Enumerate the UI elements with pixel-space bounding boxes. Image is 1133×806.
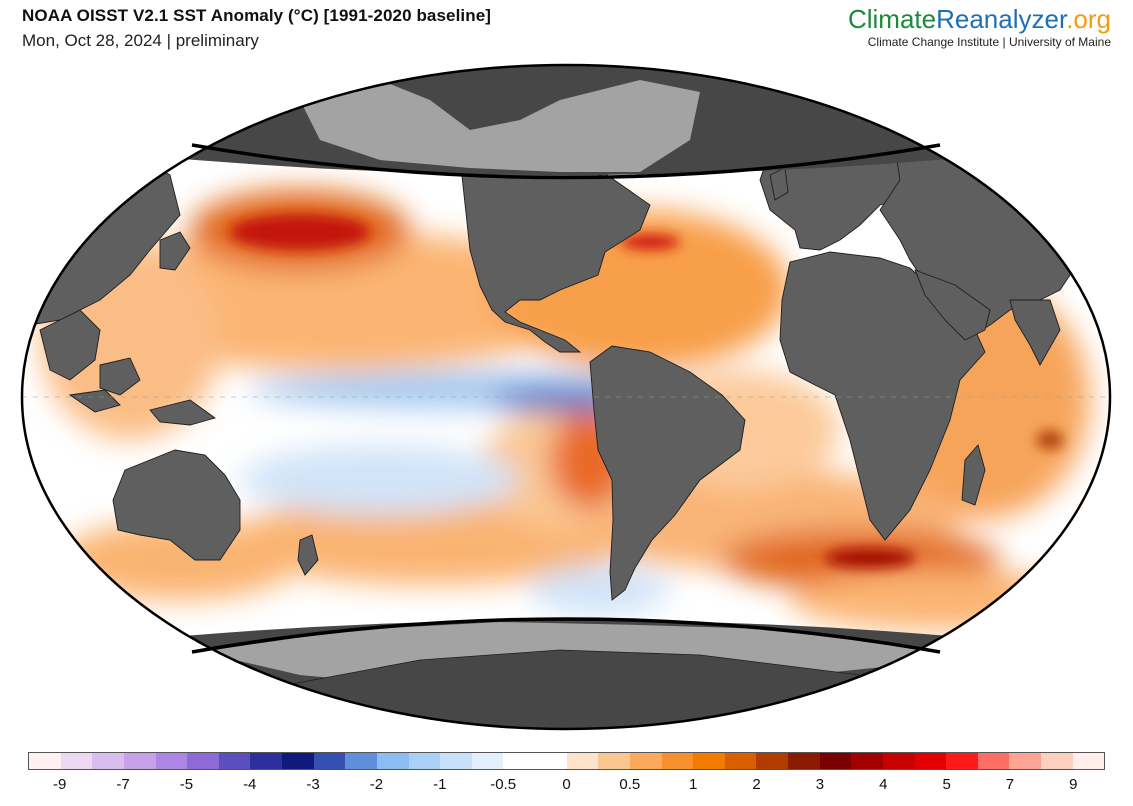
brand-part-climate: Climate bbox=[847, 4, 937, 34]
color-scale-segment bbox=[851, 753, 883, 769]
brand-logo[interactable]: ClimateReanalyzer.org Climate Change Ins… bbox=[848, 4, 1111, 49]
sst-hotspots bbox=[230, 214, 1064, 568]
color-scale-segment bbox=[598, 753, 630, 769]
color-scale-tick-label: -0.5 bbox=[490, 776, 517, 793]
color-scale-segment bbox=[946, 753, 978, 769]
color-scale-segment bbox=[535, 753, 567, 769]
color-scale-bar bbox=[28, 752, 1105, 770]
color-scale-tick-label: 5 bbox=[942, 776, 951, 793]
color-scale-segment bbox=[629, 753, 662, 769]
color-scale-segment bbox=[882, 753, 915, 769]
color-scale-tick-label: 7 bbox=[1005, 776, 1015, 793]
color-scale-segment bbox=[408, 753, 441, 769]
south-america bbox=[589, 345, 746, 601]
color-scale-tick-label: 4 bbox=[879, 776, 888, 793]
color-scale-ticks: -9 -7 -5 -4 -3 -2 -1 -0.5 0 0.5 1 2 3 4 5 7 9 bbox=[28, 776, 1105, 796]
japan bbox=[159, 231, 191, 271]
arctic-sea-ice bbox=[300, 80, 700, 172]
color-scale-segment bbox=[123, 753, 156, 769]
color-scale-segment bbox=[566, 753, 599, 769]
color-scale-segment bbox=[1072, 753, 1105, 769]
color-scale-tick-label: -2 bbox=[369, 776, 384, 793]
color-scale-segment bbox=[1009, 753, 1041, 769]
color-scale-segment bbox=[914, 753, 947, 769]
color-scale-segment bbox=[218, 753, 251, 769]
indonesia-west bbox=[68, 389, 121, 413]
color-scale-segment bbox=[788, 753, 820, 769]
map-subtitle: Mon, Oct 28, 2024 | preliminary bbox=[22, 31, 259, 50]
color-scale-segment bbox=[155, 753, 188, 769]
color-scale-tick-label: 0 bbox=[562, 776, 571, 793]
color-scale-segment bbox=[819, 753, 852, 769]
color-scale-segment bbox=[503, 753, 535, 769]
color-scale-segment bbox=[92, 753, 124, 769]
color-scale-segment bbox=[313, 753, 346, 769]
color-scale-tick-label: -3 bbox=[306, 776, 320, 793]
brand-part-org: .org bbox=[1066, 4, 1111, 34]
color-scale-segment bbox=[440, 753, 472, 769]
color-scale-segment bbox=[977, 753, 1010, 769]
color-scale-segment bbox=[60, 753, 93, 769]
color-scale-tick-label: 3 bbox=[815, 776, 825, 793]
map-title: NOAA OISST V2.1 SST Anomaly (°C) [1991-2… bbox=[22, 6, 492, 25]
color-scale-segment bbox=[187, 753, 219, 769]
color-scale-tick-label: 0.5 bbox=[619, 776, 641, 793]
color-scale-tick-label: -1 bbox=[433, 776, 447, 793]
madagascar bbox=[961, 444, 986, 506]
color-scale-tick-label: 9 bbox=[1069, 776, 1078, 793]
map-body bbox=[22, 65, 1110, 729]
color-scale-segment bbox=[282, 753, 314, 769]
great-britain bbox=[769, 167, 789, 201]
india bbox=[1009, 299, 1061, 366]
color-scale-segment bbox=[756, 753, 788, 769]
color-scale-tick-label: -7 bbox=[116, 776, 130, 793]
color-scale-tick-label: 1 bbox=[689, 776, 698, 793]
color-scale-segment bbox=[345, 753, 377, 769]
color-scale-segment bbox=[1041, 753, 1073, 769]
color-scale-segment bbox=[661, 753, 694, 769]
color-scale-segment bbox=[376, 753, 409, 769]
brand-subline: Climate Change Institute | University of… bbox=[867, 35, 1111, 49]
globe-outline bbox=[20, 63, 1112, 731]
arabia bbox=[914, 269, 991, 341]
australia bbox=[112, 449, 241, 561]
brand-part-reanalyzer: Reanalyzer bbox=[936, 4, 1067, 34]
new-zealand bbox=[297, 534, 319, 576]
borneo bbox=[99, 357, 141, 396]
color-scale-segment bbox=[29, 753, 61, 769]
indonesia-east bbox=[149, 399, 217, 426]
brand-name: ClimateReanalyzer.org bbox=[848, 4, 1111, 34]
south-boundary-line bbox=[191, 617, 941, 654]
north-boundary-line bbox=[191, 143, 941, 180]
color-scale-tick-label: -5 bbox=[179, 776, 194, 793]
color-scale-segment bbox=[724, 753, 757, 769]
arctic-mask bbox=[22, 65, 1110, 175]
color-scale-tick-label: -9 bbox=[53, 776, 67, 793]
color-scale-segment bbox=[250, 753, 282, 769]
color-scale-tick-label: 2 bbox=[752, 776, 761, 793]
color-scale-segment bbox=[693, 753, 725, 769]
world-map bbox=[20, 63, 1112, 731]
color-scale-tick-label: -4 bbox=[243, 776, 257, 793]
color-scale-segment bbox=[471, 753, 504, 769]
